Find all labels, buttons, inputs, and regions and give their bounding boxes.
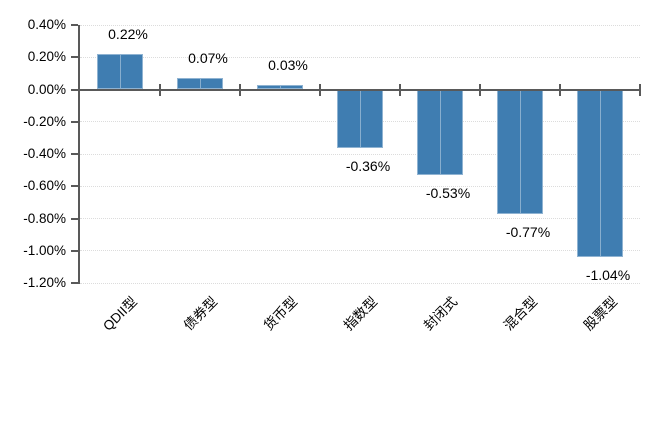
- y-axis-label: -1.20%: [23, 275, 66, 290]
- gridline: [80, 185, 640, 187]
- y-axis-label: 0.40%: [27, 17, 66, 32]
- bar-value-label: -0.77%: [505, 223, 551, 240]
- y-axis-label: -1.00%: [23, 242, 66, 258]
- x-axis-tick: [559, 83, 561, 96]
- y-axis-label: 0.00%: [27, 81, 66, 97]
- y-axis-label: -0.20%: [23, 113, 66, 129]
- gridline: [80, 218, 640, 219]
- gridline: [80, 250, 640, 252]
- y-axis-tick: [71, 249, 78, 252]
- bar-value-label: 0.03%: [268, 56, 308, 73]
- bar: [497, 89, 543, 214]
- bar-value-label: -0.53%: [425, 184, 471, 201]
- gridline: [80, 282, 640, 284]
- bar: [417, 89, 463, 175]
- category-label: 指数型: [340, 294, 380, 334]
- gridline: [80, 24, 640, 26]
- y-axis-tick: [71, 56, 78, 59]
- bar-value-label: -1.04%: [585, 267, 631, 284]
- y-axis-tick: [71, 120, 78, 123]
- y-axis-label: 0.20%: [27, 49, 66, 65]
- category-label: 混合型: [500, 294, 540, 334]
- x-axis-tick: [479, 83, 481, 96]
- bar: [337, 89, 383, 148]
- category-label: 股票型: [580, 294, 620, 334]
- x-axis-line: [78, 88, 640, 91]
- category-label: 债券型: [180, 294, 220, 334]
- category-label: QDII型: [99, 294, 140, 334]
- gridline: [80, 56, 640, 58]
- y-axis-tick: [71, 153, 78, 155]
- gridline: [80, 153, 640, 155]
- x-axis-tick: [159, 83, 161, 96]
- y-axis-label: -0.60%: [23, 178, 66, 194]
- y-axis-tick: [71, 24, 78, 26]
- y-axis-label: -0.40%: [23, 146, 66, 161]
- y-axis-tick: [71, 217, 78, 220]
- y-axis-line: [78, 24, 80, 284]
- y-axis-tick: [71, 185, 78, 188]
- y-axis-tick: [71, 88, 78, 91]
- x-axis-tick: [639, 83, 641, 96]
- x-axis-tick: [399, 83, 401, 96]
- category-label: 货币型: [260, 294, 300, 334]
- bar: [577, 89, 623, 258]
- x-axis-tick: [319, 83, 321, 96]
- category-label: 封闭式: [420, 294, 460, 334]
- y-axis-label: -0.80%: [23, 210, 66, 226]
- bar-value-label: 0.22%: [108, 26, 148, 43]
- bar-value-label: -0.36%: [345, 157, 391, 174]
- bar: [97, 54, 143, 90]
- y-axis-tick: [71, 282, 78, 284]
- x-axis-tick: [239, 83, 241, 96]
- bar-value-label: 0.07%: [188, 50, 228, 67]
